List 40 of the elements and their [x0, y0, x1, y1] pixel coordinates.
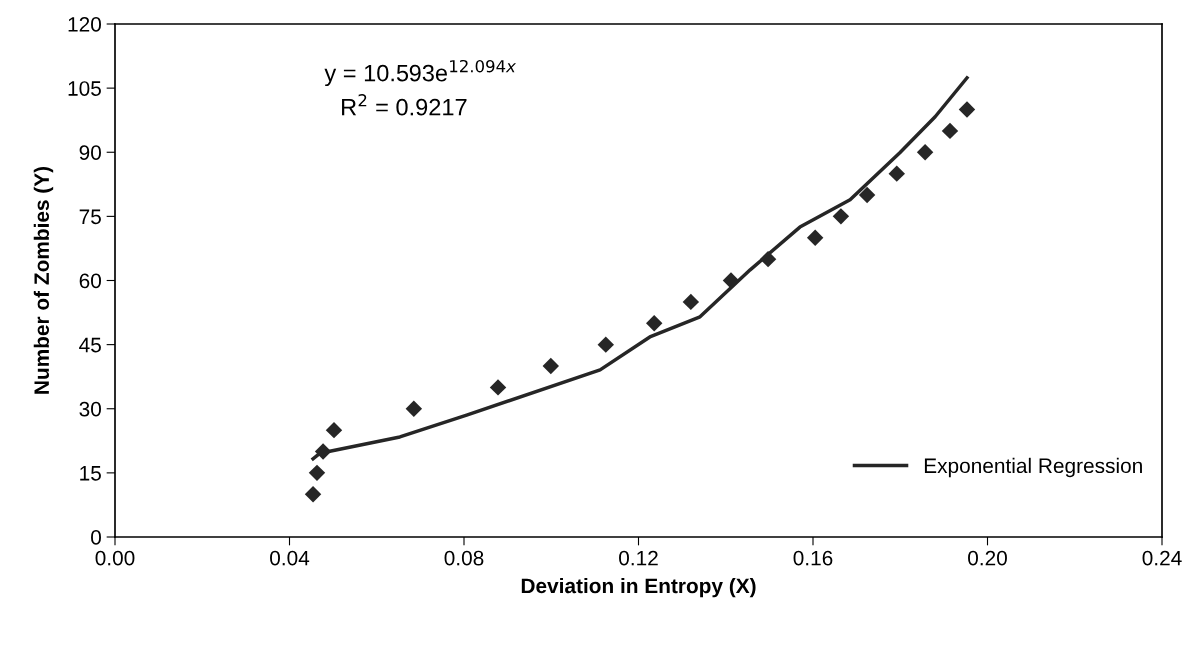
- x-tick-label: 0.12: [619, 550, 658, 566]
- point: [597, 336, 614, 353]
- x-tick-label: 0.00: [95, 550, 135, 566]
- point: [722, 272, 740, 289]
- x-tick-label: 0.16: [793, 550, 833, 566]
- y-axis-title: Number of Zombies (Y): [33, 166, 54, 394]
- point: [542, 357, 560, 375]
- x-tick-label: 0.04: [270, 550, 310, 566]
- x-tick-label: 0.20: [968, 550, 1007, 566]
- annotation: y = 10.593e$^{12.094x}$: [324, 59, 517, 87]
- y-tick-label: 60: [79, 273, 101, 289]
- y-tick-label: 15: [80, 466, 101, 481]
- y-tick-label: 30: [79, 401, 101, 417]
- point: [308, 464, 326, 482]
- x-tick-label: 0.24: [1142, 550, 1182, 566]
- y-tick-label: 0: [91, 530, 101, 545]
- point: [941, 122, 959, 140]
- point: [858, 186, 876, 204]
- point: [645, 315, 663, 332]
- point: [888, 165, 905, 182]
- point: [325, 421, 343, 439]
- point: [682, 293, 700, 311]
- point: [916, 144, 934, 161]
- point: [832, 208, 850, 225]
- point: [806, 229, 824, 246]
- y-tick-label: 75: [79, 209, 101, 225]
- point: [405, 400, 423, 417]
- y-tick-label: 120: [68, 17, 101, 32]
- y-tick-label: 105: [68, 81, 101, 96]
- point: [304, 486, 322, 503]
- point: [759, 250, 777, 268]
- x-tick-label: 0.08: [444, 550, 484, 566]
- x-axis-title: Deviation in Entropy (X): [521, 577, 756, 598]
- y-tick-label: 90: [79, 145, 101, 160]
- y-tick-label: 45: [79, 337, 101, 353]
- legend-label: Exponential Regression: [924, 457, 1142, 478]
- point: [314, 443, 332, 460]
- point: [489, 379, 507, 396]
- annotation: R$^{2}$ = 0.9217: [342, 94, 467, 116]
- point: [958, 101, 976, 118]
